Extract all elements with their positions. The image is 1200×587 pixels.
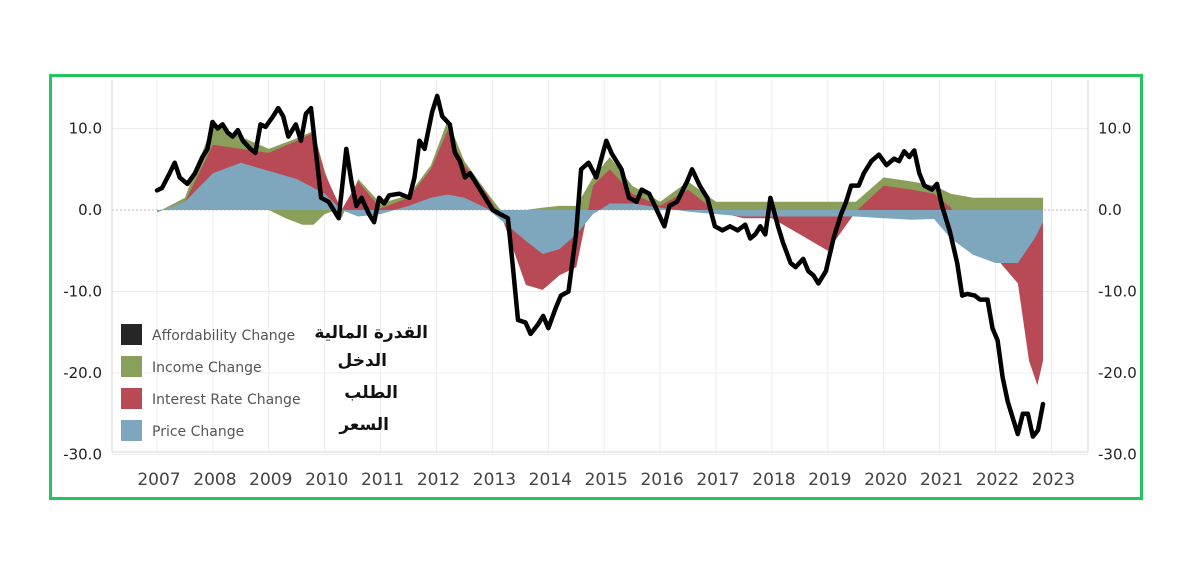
x-tick-label: 2014: [529, 470, 572, 490]
legend-label: Interest Rate Change: [152, 392, 301, 408]
x-tick-label: 2009: [249, 470, 292, 490]
x-tick-label: 2012: [417, 470, 460, 490]
legend-swatch: [121, 324, 142, 345]
interest-rate-change-area: [157, 130, 1043, 386]
x-tick-label: 2023: [1032, 470, 1075, 490]
price-change-area: [157, 162, 1043, 263]
legend-arabic-label: الطلب: [344, 383, 398, 403]
x-tick-label: 2011: [361, 470, 404, 490]
x-tick-label: 2015: [585, 470, 628, 490]
legend-swatch: [121, 356, 142, 377]
legend-label: Price Change: [152, 424, 244, 440]
x-tick-label: 2019: [808, 470, 851, 490]
y-tick-label-right: -30.0: [1098, 446, 1137, 464]
x-tick-label: 2021: [920, 470, 963, 490]
legend-swatch: [121, 388, 142, 409]
chart-frame: [49, 74, 1143, 500]
y-tick-label-left: -10.0: [63, 283, 102, 301]
y-tick-label-left: 10.0: [69, 120, 102, 138]
legend-swatch: [121, 420, 142, 441]
legend-label: Affordability Change: [152, 328, 295, 344]
x-tick-label: 2022: [976, 470, 1019, 490]
x-tick-label: 2010: [305, 470, 348, 490]
legend-arabic-label: السعر: [338, 415, 389, 435]
y-tick-label-left: -30.0: [63, 446, 102, 464]
y-tick-label-right: -10.0: [1098, 283, 1137, 301]
legend-arabic-label: القدرة المالية: [314, 323, 428, 343]
y-tick-label-left: 0.0: [78, 201, 102, 219]
y-tick-label-right: -20.0: [1098, 364, 1137, 382]
y-tick-label-right: 10.0: [1098, 120, 1131, 138]
axes: 10.0 10.0 0.0 0.0 -10.0 -10.0 -20.0 -20.0 -30.0 -…: [63, 120, 1137, 491]
y-tick-label-right: 0.0: [1098, 201, 1122, 219]
y-tick-label-left: -20.0: [63, 364, 102, 382]
legend: Affordability Change القدرة المالية Income…: [121, 323, 428, 441]
x-tick-label: 2020: [864, 470, 907, 490]
x-tick-label: 2016: [640, 470, 683, 490]
legend-arabic-label: الدخل: [338, 351, 387, 371]
legend-label: Income Change: [152, 360, 262, 376]
affordability-line-group: [154, 93, 1046, 439]
x-tick-label: 2008: [193, 470, 236, 490]
x-tick-label: 2017: [696, 470, 739, 490]
income-change-area-negative: [268, 210, 336, 225]
x-tick-label: 2007: [137, 470, 180, 490]
x-tick-label: 2013: [473, 470, 516, 490]
affordability-change-line: [154, 93, 1046, 439]
x-tick-label: 2018: [752, 470, 795, 490]
